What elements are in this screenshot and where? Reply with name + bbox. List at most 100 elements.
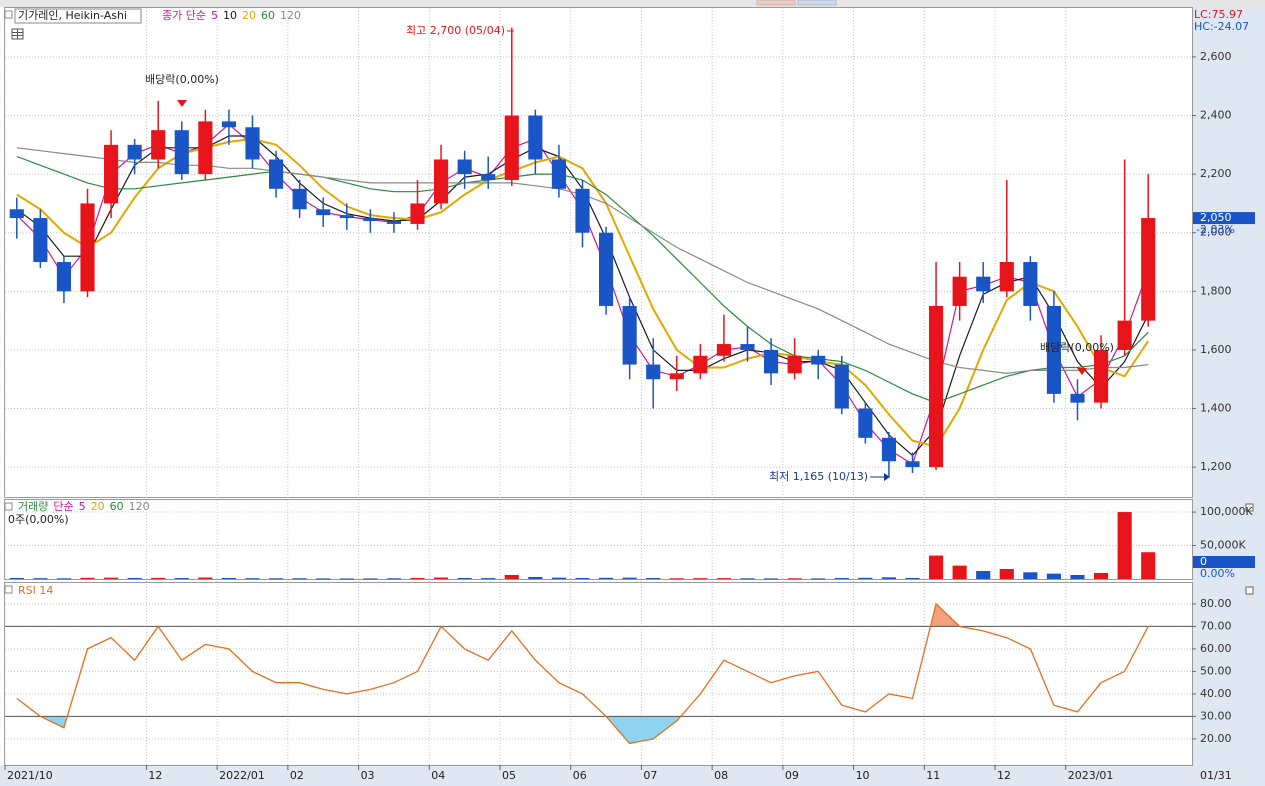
- checkbox[interactable]: [4, 502, 13, 511]
- indicator-hc: HC:-24.07: [1194, 20, 1249, 33]
- toolbar-button[interactable]: [797, 0, 837, 6]
- volume-bar: [999, 568, 1014, 579]
- x-tick-label: 07: [643, 769, 657, 782]
- candle-body: [434, 159, 449, 204]
- volume-bar: [716, 578, 731, 580]
- candle-body: [716, 344, 731, 356]
- candle-body: [386, 221, 401, 224]
- y-tick-label: 1,600: [1200, 343, 1232, 356]
- volume-bar: [905, 577, 920, 579]
- candle-body: [457, 159, 472, 175]
- volume-bar: [669, 578, 684, 580]
- y-tick-label: 70.00: [1200, 619, 1232, 632]
- candle-body: [952, 276, 967, 306]
- y-tick-label: 30.00: [1200, 709, 1232, 722]
- legend-entry: 60: [261, 9, 275, 22]
- x-tick-label: 06: [573, 769, 587, 782]
- candle-body: [999, 262, 1014, 292]
- volume-bar: [151, 577, 166, 579]
- volume-bar: [292, 578, 307, 580]
- candle-body: [104, 144, 119, 204]
- dividend-annotation: 배당락(0,00%): [1040, 341, 1114, 354]
- legend-entry: 10: [223, 9, 237, 22]
- x-tick-label: 09: [785, 769, 799, 782]
- volume-bar: [811, 578, 826, 580]
- high-annotation: 최고 2,700 (05/04): [406, 24, 505, 37]
- rsi-title: RSI 14: [18, 584, 53, 597]
- volume-bar: [1094, 572, 1109, 579]
- volume-bar: [528, 576, 543, 579]
- volume-bar: [622, 577, 637, 579]
- candle-body: [9, 209, 24, 219]
- rsi-line: [16, 602, 1149, 745]
- marks: [5, 27, 1192, 745]
- dividend-annotation: 배당락(0,00%): [145, 73, 219, 86]
- candle-body: [575, 188, 590, 233]
- candle-body: [646, 364, 661, 380]
- volume-last-box: [1193, 556, 1255, 568]
- candle-body: [316, 209, 331, 216]
- legend-entry: 120: [129, 500, 150, 513]
- volume-note: 0주(0,00%): [8, 513, 69, 526]
- volume-bar: [551, 577, 566, 579]
- dividend-marker: [177, 100, 187, 107]
- candle-body: [622, 305, 637, 365]
- candle-body: [481, 174, 496, 180]
- volume-bar: [1070, 574, 1085, 579]
- volume-bar: [198, 577, 213, 579]
- y-tick-label: 60.00: [1200, 642, 1232, 655]
- last-price-label: 2,050: [1200, 211, 1232, 224]
- x-tick-label: 03: [361, 769, 375, 782]
- last-change-label: -2.03%: [1196, 223, 1235, 236]
- volume-bar: [929, 555, 944, 579]
- candle-body: [127, 144, 142, 160]
- volume-bar: [1023, 572, 1038, 579]
- x-axis-area: [0, 765, 1265, 786]
- price-panel: [4, 7, 1193, 498]
- candle-body: [198, 121, 213, 175]
- volume-bar: [764, 578, 779, 580]
- y-tick-label: 2,200: [1200, 167, 1232, 180]
- volume-last-label: 0: [1200, 555, 1207, 568]
- volume-last-change: 0.00%: [1200, 567, 1235, 580]
- volume-bar: [245, 578, 260, 580]
- volume-bar: [834, 577, 849, 579]
- indicator-lc: LC:75.97: [1194, 8, 1243, 21]
- x-tick-label: 2021/10: [7, 769, 53, 782]
- x-tick-label: 05: [502, 769, 516, 782]
- candle-body: [740, 344, 755, 350]
- candle-body: [292, 188, 307, 210]
- toolbar-button[interactable]: [756, 0, 796, 6]
- panel-button[interactable]: [1245, 503, 1254, 512]
- volume-bar: [740, 578, 755, 580]
- y-tick-label: 50,000K: [1200, 539, 1246, 552]
- right-axis-area: [1192, 7, 1265, 786]
- x-tick-label: 12: [148, 769, 162, 782]
- x-tick-label: 11: [926, 769, 940, 782]
- volume-bar: [504, 574, 519, 579]
- checkbox[interactable]: [4, 10, 13, 19]
- legend-entry: 20: [91, 500, 105, 513]
- volume-bar: [787, 578, 802, 580]
- candle-body: [1070, 393, 1085, 403]
- volume-bar: [80, 577, 95, 579]
- top-strip: [0, 0, 1265, 7]
- volume-bar: [481, 578, 496, 580]
- candle-body: [1046, 305, 1061, 394]
- candle-body: [221, 121, 236, 128]
- candle-body: [1141, 218, 1156, 321]
- legend-entry: 단순: [53, 500, 73, 513]
- candle-body: [905, 461, 920, 468]
- candle-body: [1117, 320, 1132, 350]
- x-tick-label: 2022/01: [219, 769, 265, 782]
- candle-body: [669, 373, 684, 380]
- checkbox[interactable]: [4, 585, 13, 594]
- candle-body: [528, 115, 543, 160]
- y-tick-label: 2,600: [1200, 50, 1232, 63]
- candle-body: [339, 215, 354, 219]
- candle-body: [881, 437, 896, 462]
- x-tick-label: 08: [714, 769, 728, 782]
- candle-body: [174, 130, 189, 175]
- panel-button[interactable]: [1245, 586, 1254, 595]
